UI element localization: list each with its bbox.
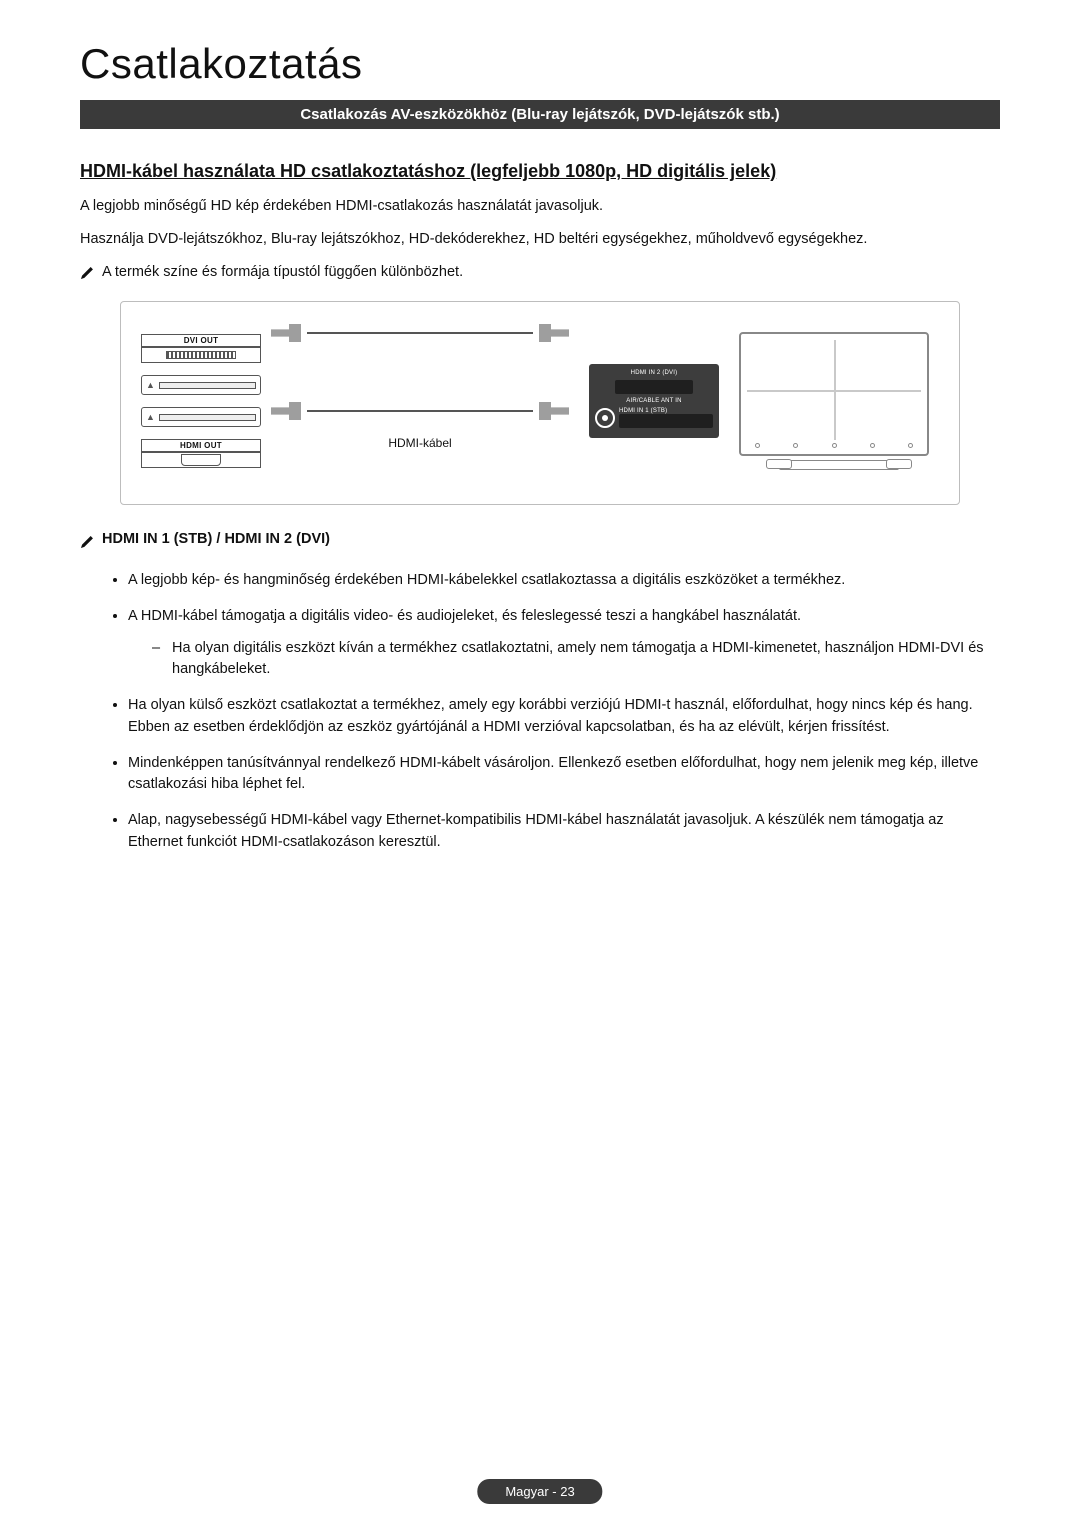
disc-player-icon-2: ▲ bbox=[141, 407, 261, 427]
panel-hdmi1-port-icon bbox=[619, 414, 713, 428]
hdmi-in-note-row: HDMI IN 1 (STB) / HDMI IN 2 (DVI) bbox=[80, 531, 1000, 554]
list-item: A HDMI-kábel támogatja a digitális video… bbox=[128, 606, 1000, 681]
hdmi-plug-icon bbox=[271, 324, 301, 342]
panel-hdmi2-port-icon bbox=[615, 380, 693, 394]
hdmi-out-label: HDMI OUT bbox=[141, 439, 261, 452]
tv-stand-icon bbox=[779, 460, 899, 470]
hdmi-notes-list: A legjobb kép- és hangminőség érdekében … bbox=[80, 570, 1000, 854]
section-bar: Csatlakozás AV-eszközökhöz (Blu-ray lejá… bbox=[80, 100, 1000, 129]
page-number-footer: Magyar - 23 bbox=[477, 1479, 602, 1504]
dvi-out-label: DVI OUT bbox=[141, 334, 261, 347]
cable-top bbox=[271, 324, 569, 342]
cable-column: HDMI-kábel bbox=[271, 320, 569, 482]
note-variant-row: A termék színe és formája típustól függő… bbox=[80, 262, 1000, 285]
panel-ant-label: AIR/CABLE ANT IN bbox=[595, 398, 713, 404]
intro-paragraph-2: Használja DVD-lejátszókhoz, Blu-ray lejá… bbox=[80, 229, 1000, 250]
list-item: Ha olyan külső eszközt csatlakoztat a te… bbox=[128, 695, 1000, 739]
dvi-port-icon bbox=[141, 347, 261, 363]
hdmi-port-icon bbox=[141, 452, 261, 468]
page-title: Csatlakoztatás bbox=[80, 40, 1000, 88]
hdmi-notes-sublist: Ha olyan digitális eszközt kíván a termé… bbox=[128, 638, 1000, 682]
tv-back-panel: HDMI IN 2 (DVI) AIR/CABLE ANT IN HDMI IN… bbox=[579, 364, 729, 438]
hdmi-plug-icon bbox=[539, 402, 569, 420]
note-variant-text: A termék színe és formája típustól függő… bbox=[102, 262, 463, 283]
cable-bottom bbox=[271, 402, 569, 420]
list-item: Mindenképpen tanúsítvánnyal rendelkező H… bbox=[128, 753, 1000, 797]
tv-controls-icon bbox=[747, 440, 921, 448]
list-item: Ha olyan digitális eszközt kíván a termé… bbox=[152, 638, 1000, 682]
note-icon bbox=[80, 264, 96, 285]
list-item-text: A HDMI-kábel támogatja a digitális video… bbox=[128, 608, 801, 624]
hdmi-plug-icon bbox=[271, 402, 301, 420]
hdmi-source: HDMI OUT bbox=[141, 439, 261, 468]
hdmi-in-heading: HDMI IN 1 (STB) / HDMI IN 2 (DVI) bbox=[102, 531, 330, 547]
panel-hdmi2-label: HDMI IN 2 (DVI) bbox=[595, 370, 713, 376]
note-icon bbox=[80, 533, 96, 554]
source-devices-column: DVI OUT ▲ ▲ HDMI OUT bbox=[141, 334, 261, 468]
intro-paragraph-1: A legjobb minőségű HD kép érdekében HDMI… bbox=[80, 196, 1000, 217]
list-item: A legjobb kép- és hangminőség érdekében … bbox=[128, 570, 1000, 592]
hdmi-plug-icon bbox=[539, 324, 569, 342]
tv-screen-icon bbox=[747, 340, 921, 440]
tv-illustration bbox=[739, 332, 939, 470]
connection-diagram: DVI OUT ▲ ▲ HDMI OUT HDMI-kábel HDMI bbox=[120, 301, 960, 505]
panel-ant-port-icon bbox=[595, 408, 615, 428]
list-item: Alap, nagysebességű HDMI-kábel vagy Ethe… bbox=[128, 810, 1000, 854]
cable-caption: HDMI-kábel bbox=[271, 436, 569, 450]
dvi-source: DVI OUT bbox=[141, 334, 261, 363]
disc-player-icon-1: ▲ bbox=[141, 375, 261, 395]
hdmi-subheading: HDMI-kábel használata HD csatlakoztatásh… bbox=[80, 161, 1000, 182]
